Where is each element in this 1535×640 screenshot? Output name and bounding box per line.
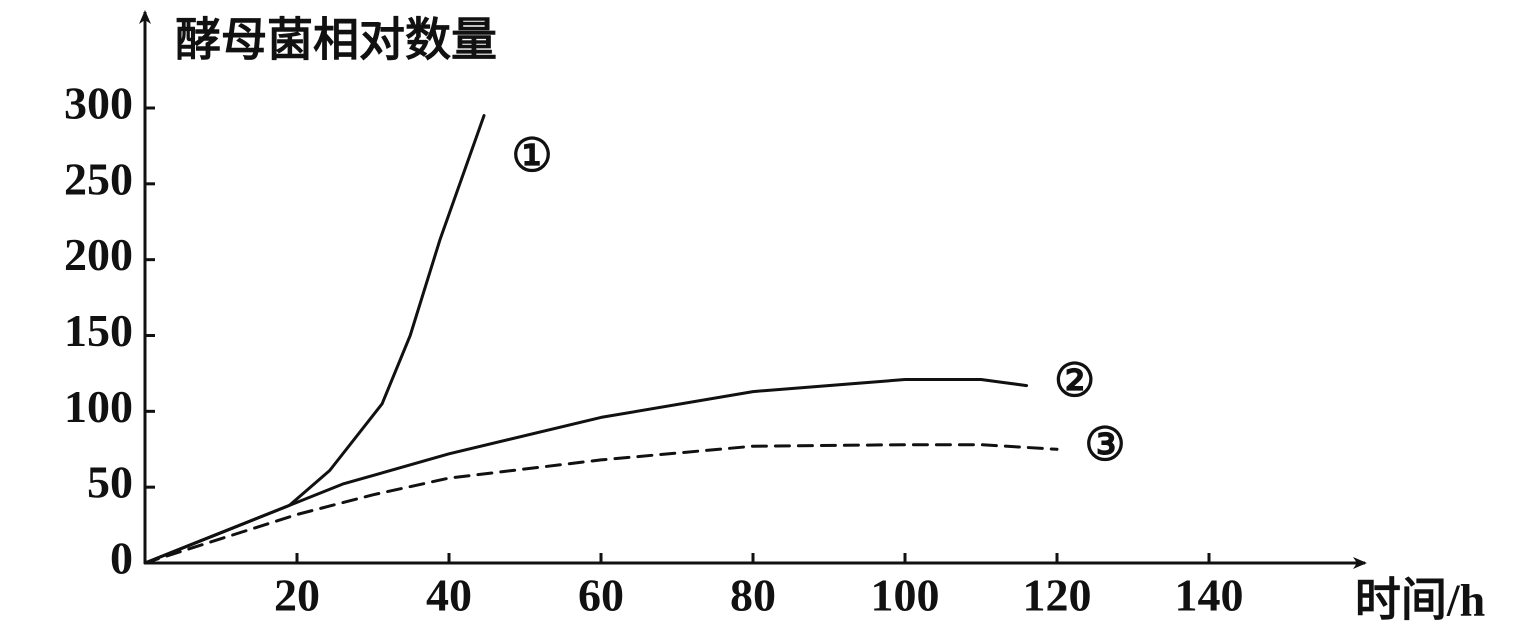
y-tick-label: 0	[110, 533, 133, 584]
x-tick-label: 80	[730, 570, 776, 621]
series-label: ②	[1054, 355, 1095, 406]
y-tick-label: 200	[64, 229, 133, 280]
y-tick-label: 50	[87, 457, 133, 508]
x-axis-title: 时间/h	[1355, 575, 1485, 626]
y-tick-label: 300	[64, 78, 133, 129]
y-tick-label: 150	[64, 305, 133, 356]
y-axis-title: 酵母菌相对数量	[175, 15, 497, 66]
series-line	[143, 443, 1059, 565]
x-tick-label: 20	[274, 570, 320, 621]
series-line	[143, 378, 1029, 565]
x-tick-label: 100	[871, 570, 940, 621]
x-tick-label: 120	[1023, 570, 1092, 621]
x-tick-label: 140	[1175, 570, 1244, 621]
series-label: ①	[511, 130, 552, 181]
series-label: ③	[1084, 419, 1125, 470]
x-tick-label: 40	[426, 570, 472, 621]
y-tick-label: 100	[64, 381, 133, 432]
y-tick-label: 250	[64, 153, 133, 204]
x-tick-label: 60	[578, 570, 624, 621]
